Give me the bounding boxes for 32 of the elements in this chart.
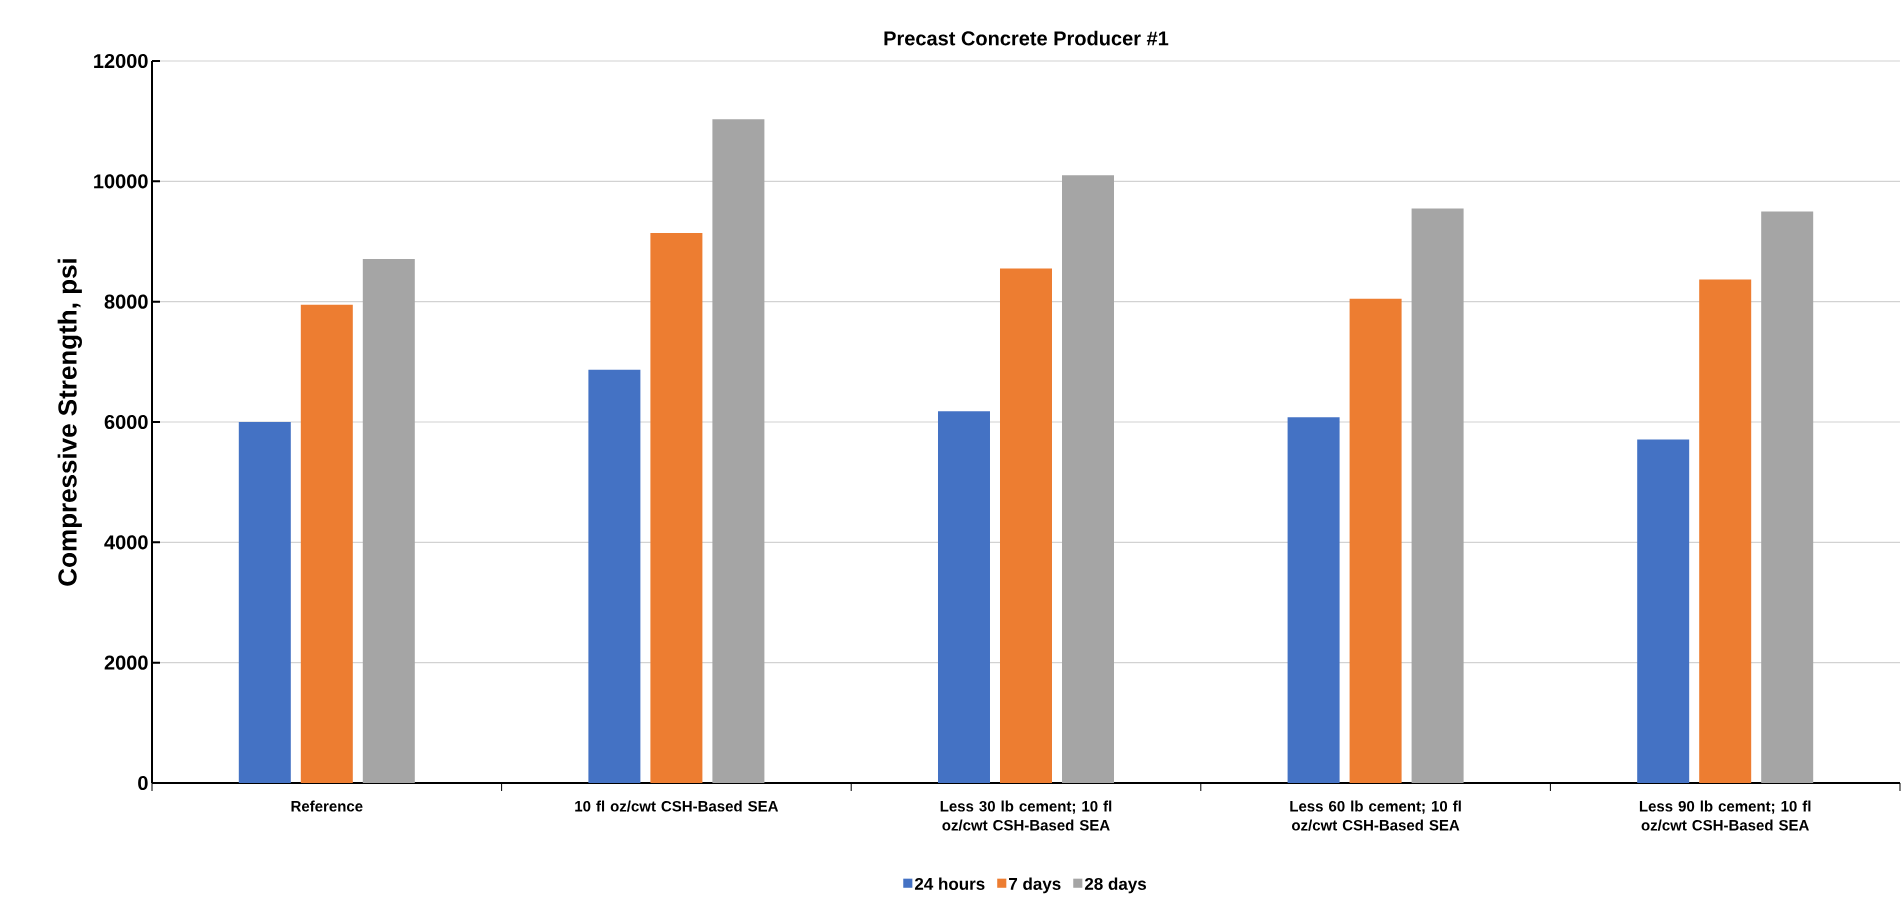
bar: [588, 369, 641, 783]
y-tick-label: 2000: [104, 655, 148, 670]
bar: [650, 233, 703, 783]
x-tick-label: Less 90 lb cement; 10 fl oz/cwt CSH-Based SEA: [1639, 800, 1811, 831]
bar: [238, 422, 291, 783]
legend-label: 7 days: [1009, 877, 1061, 894]
legend-label: 28 days: [1084, 877, 1147, 894]
x-tick-label: 10 fl oz/cwt CSH-Based SEA: [575, 800, 779, 812]
bar: [938, 411, 990, 783]
y-tick-label: 8000: [104, 294, 148, 309]
y-tick-label: 6000: [104, 414, 148, 430]
bar: [1000, 268, 1052, 783]
y-tick-label: 10000: [94, 174, 148, 189]
y-axis-title: Compressive Strength, psi: [57, 259, 82, 586]
x-tick-label: Less 30 lb cement; 10 fl oz/cwt CSH-Based SEA: [940, 800, 1112, 831]
y-tick-label: 0: [138, 775, 148, 791]
bar: [362, 258, 415, 783]
bar: [1287, 417, 1340, 783]
x-tick-label: Less 60 lb cement; 10 fl oz/cwt CSH-Based SEA: [1290, 800, 1461, 831]
bar: [1349, 298, 1402, 783]
bar: [1411, 208, 1464, 783]
y-tick-label: 12000: [94, 53, 148, 69]
bar: [712, 119, 765, 783]
x-tick-label: Reference: [291, 800, 363, 812]
bar: [1062, 175, 1114, 783]
bar: [1637, 439, 1690, 783]
bar: [1761, 211, 1814, 783]
bar: [1699, 279, 1752, 783]
chart-title: Precast Concrete Producer #1: [884, 30, 1169, 46]
bar: [300, 304, 353, 783]
y-tick-label: 4000: [104, 535, 148, 550]
legend-label: 24 hours: [914, 877, 985, 890]
